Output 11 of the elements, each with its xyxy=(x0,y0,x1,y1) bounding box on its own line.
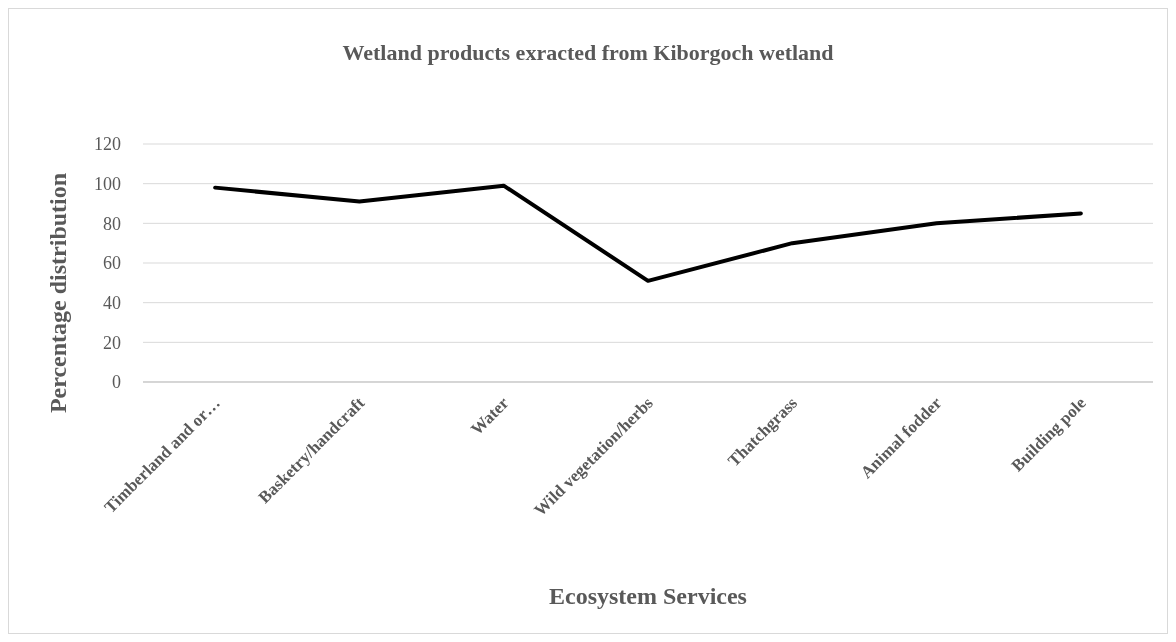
y-tick-label: 20 xyxy=(103,332,121,353)
y-tick-label: 100 xyxy=(94,173,121,194)
y-tick-label: 40 xyxy=(103,292,121,313)
y-tick-label: 80 xyxy=(103,213,121,234)
y-tick-label: 120 xyxy=(94,134,121,155)
chart-title: Wetland products exracted from Kiborgoch wetland xyxy=(342,40,834,65)
x-axis-title: Ecosystem Services xyxy=(549,583,747,609)
y-tick-label: 0 xyxy=(112,372,121,393)
y-tick-label: 60 xyxy=(103,253,121,274)
line-series xyxy=(213,183,1083,283)
y-axis-title: Percentage distribution xyxy=(45,172,71,414)
